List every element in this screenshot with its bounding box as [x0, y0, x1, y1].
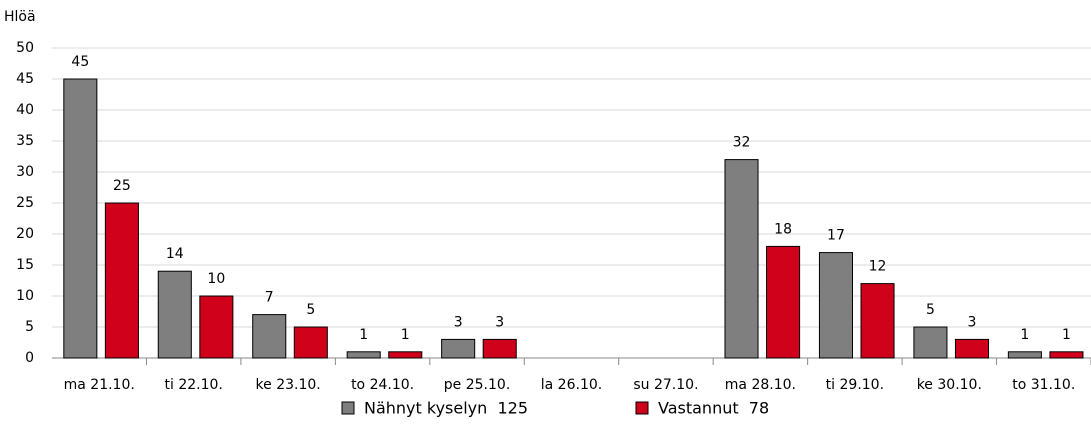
y-tick-label: 45	[16, 71, 34, 87]
data-label: 1	[1020, 327, 1029, 343]
x-tick-label: ti 29.10.	[826, 377, 884, 393]
data-label: 3	[968, 314, 977, 330]
bar	[913, 326, 948, 359]
y-tick-label: 15	[16, 257, 34, 273]
y-tick-label: 5	[25, 319, 34, 335]
x-tick-label: to 24.10.	[351, 377, 414, 393]
y-tick-label: 40	[16, 102, 34, 118]
data-label: 45	[71, 54, 89, 70]
y-tick-label: 0	[25, 350, 34, 366]
x-tick-label: ti 22.10.	[165, 377, 223, 393]
data-label: 32	[733, 135, 751, 151]
legend-label: Nähnyt kyselyn 125	[364, 399, 528, 418]
bar	[1007, 351, 1042, 359]
y-axis-label: Hlöä	[4, 9, 36, 25]
data-label: 7	[265, 290, 274, 306]
legend-swatch	[635, 401, 649, 415]
legend-label: Vastannut 78	[658, 399, 769, 418]
bar	[293, 326, 328, 359]
bar	[724, 159, 759, 359]
data-label: 3	[454, 314, 463, 330]
bar	[1049, 351, 1084, 359]
data-label: 3	[495, 314, 504, 330]
data-label: 14	[166, 246, 184, 262]
x-tick-label: su 27.10.	[633, 377, 698, 393]
data-label: 1	[401, 327, 410, 343]
bar	[157, 270, 192, 359]
x-tick-label: ma 28.10.	[725, 377, 796, 393]
x-tick-label: pe 25.10.	[444, 377, 510, 393]
y-tick-label: 30	[16, 164, 34, 180]
data-label: 12	[869, 259, 887, 275]
y-tick-label: 50	[16, 40, 34, 56]
y-tick-label: 35	[16, 133, 34, 149]
bar	[482, 338, 517, 359]
bar	[954, 338, 990, 359]
x-tick-label: la 26.10.	[541, 377, 602, 393]
data-label: 5	[926, 302, 935, 318]
y-tick-label: 20	[16, 226, 34, 242]
y-tick-label: 25	[16, 195, 34, 211]
data-label: 18	[774, 221, 792, 237]
x-tick-label: to 31.10.	[1012, 377, 1075, 393]
y-tick-label: 10	[16, 288, 34, 304]
data-label: 17	[827, 228, 845, 244]
bar	[860, 283, 895, 359]
data-label: 1	[359, 327, 368, 343]
bar	[766, 245, 801, 359]
bar	[63, 78, 98, 359]
x-tick-label: ke 23.10.	[256, 377, 321, 393]
bar	[104, 202, 139, 359]
x-tick-label: ma 21.10.	[64, 377, 135, 393]
bar	[388, 351, 423, 359]
data-label: 5	[306, 302, 315, 318]
bar	[441, 338, 476, 359]
bar	[252, 314, 287, 359]
x-tick-label: ke 30.10.	[917, 377, 982, 393]
bar	[346, 351, 381, 359]
data-label: 1	[1062, 327, 1071, 343]
bar	[818, 252, 854, 359]
data-label: 25	[113, 178, 131, 194]
bar	[199, 295, 234, 359]
legend-swatch	[341, 401, 355, 415]
data-label: 10	[207, 271, 225, 287]
